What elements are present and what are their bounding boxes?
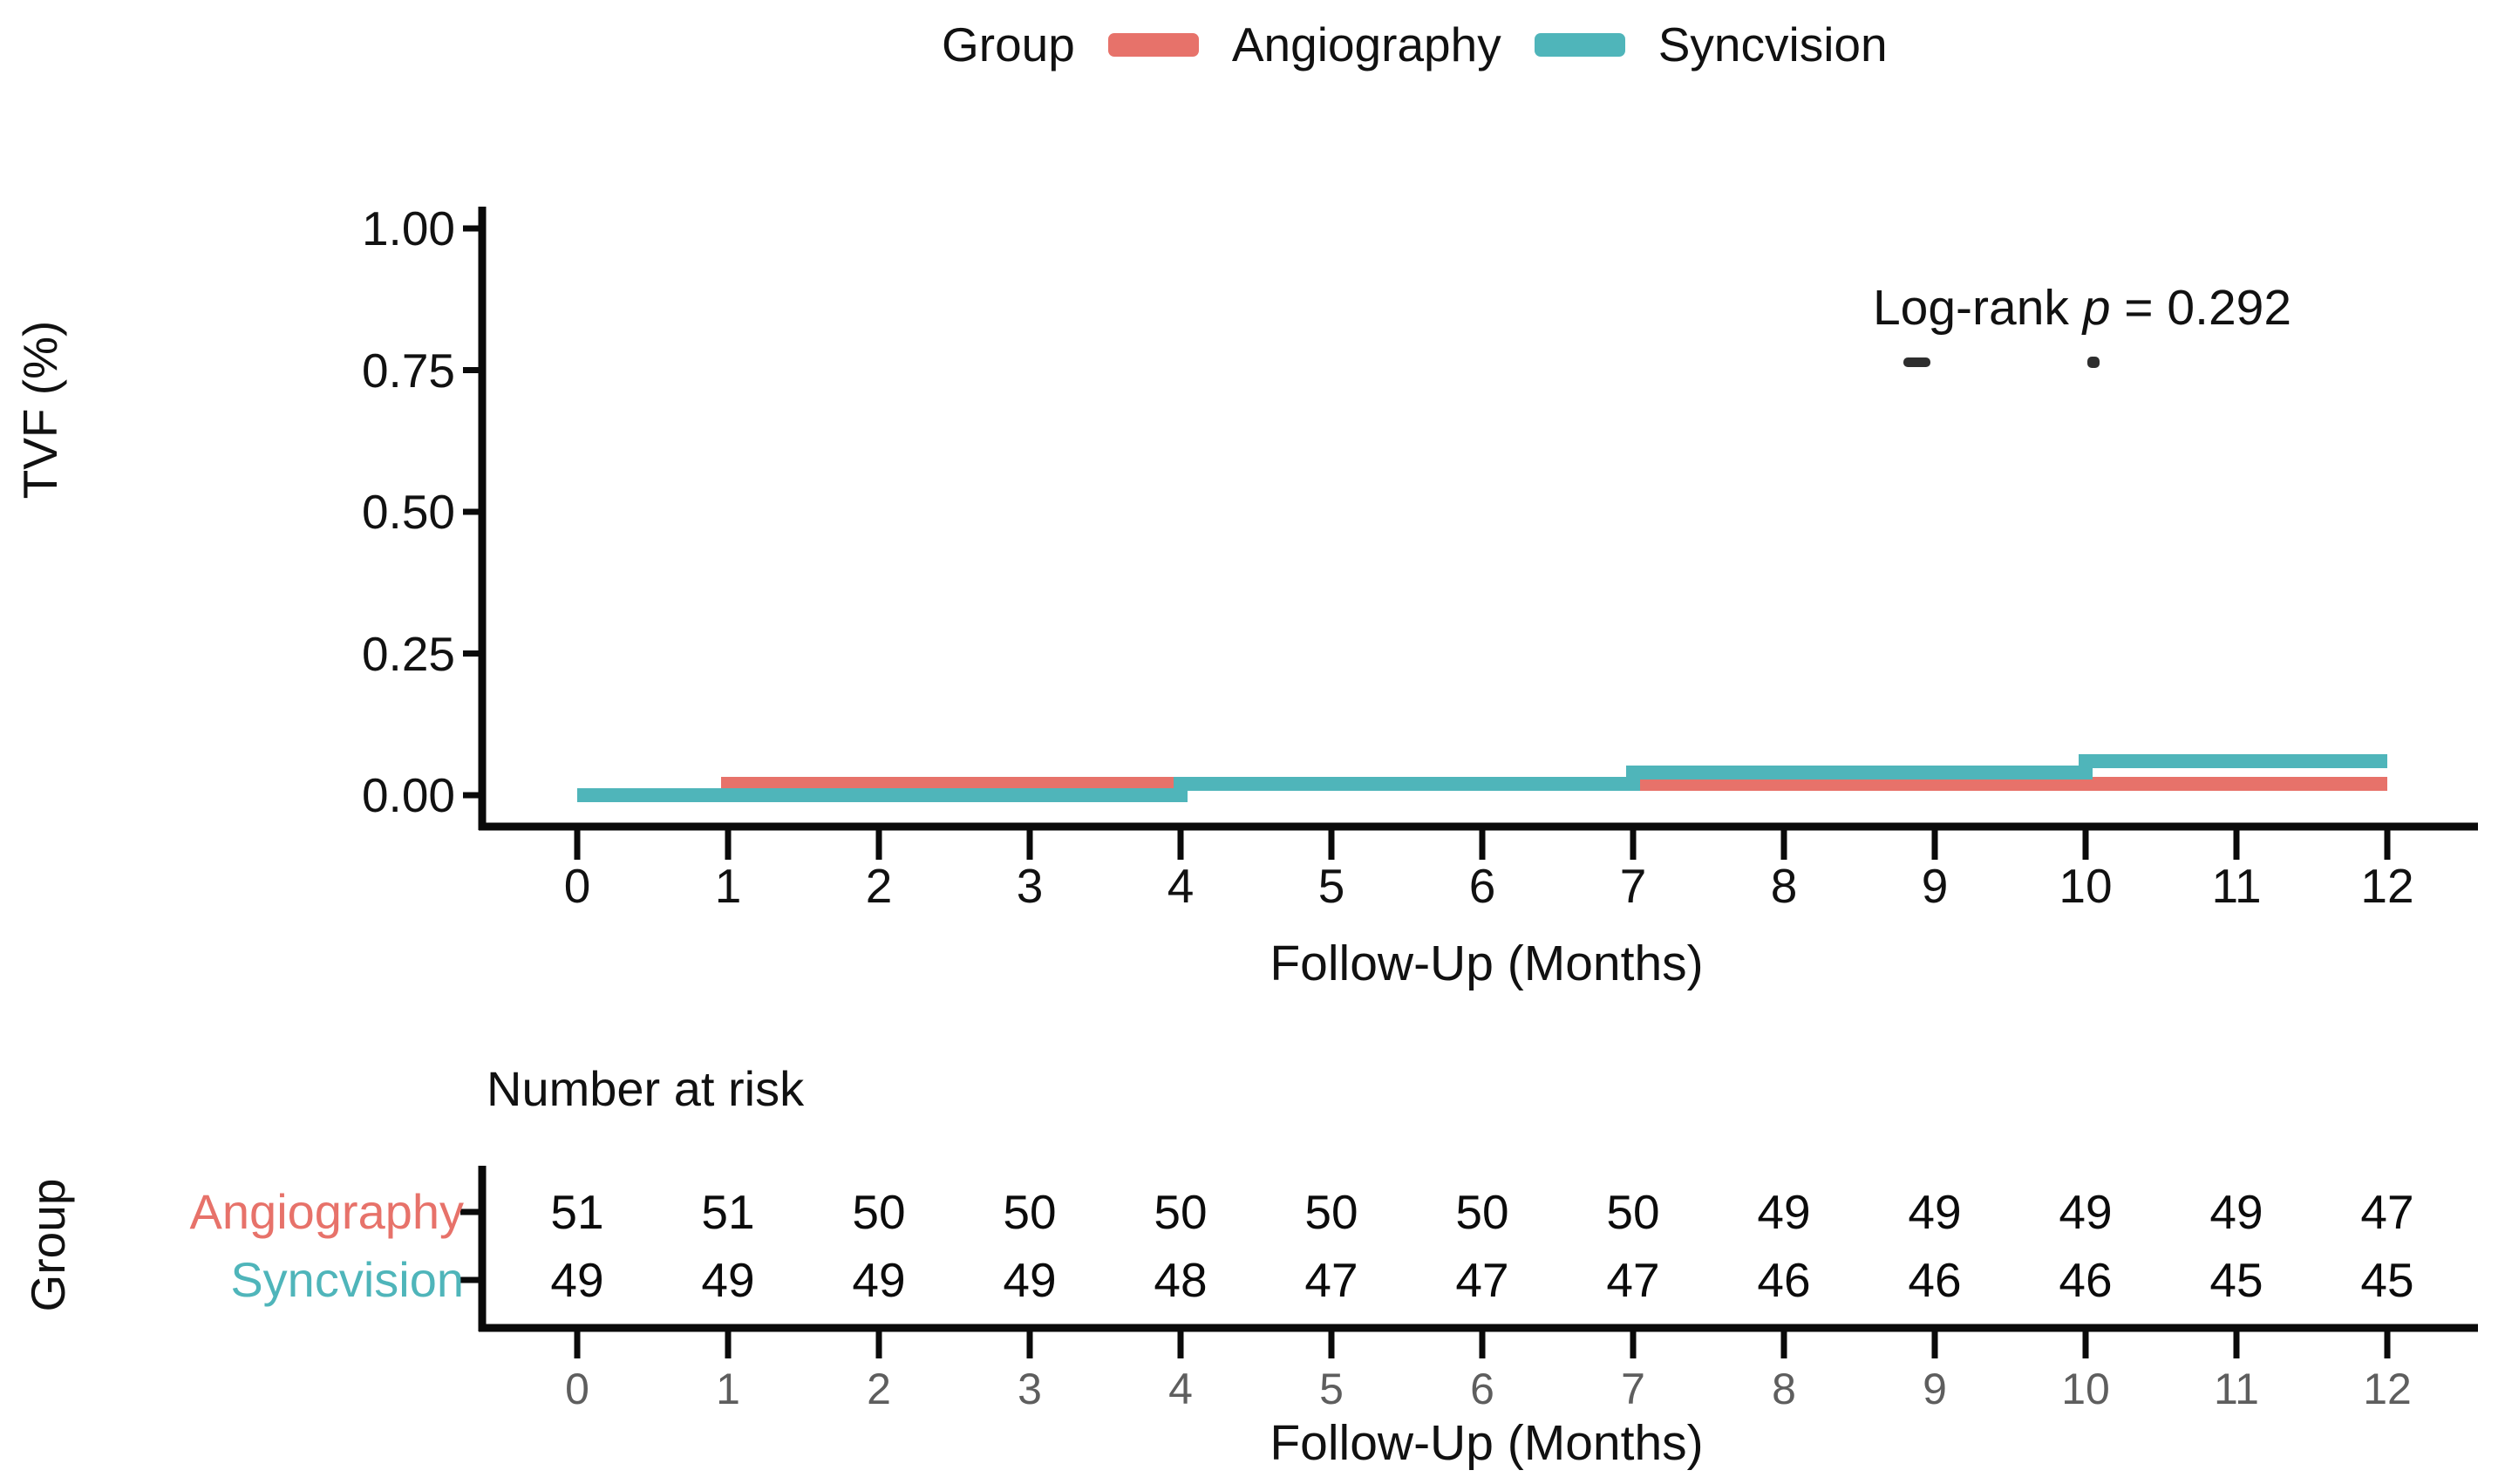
risk-x-tick-label: 9 xyxy=(1923,1365,1947,1413)
risk-count: 50 xyxy=(1455,1185,1509,1239)
legend-title: Group xyxy=(942,17,1075,71)
risk-count: 51 xyxy=(550,1185,604,1239)
x-tick-label: 11 xyxy=(2211,859,2262,913)
risk-table-group-axis-label: Group xyxy=(21,1178,75,1312)
risk-count: 46 xyxy=(2059,1253,2113,1307)
legend-label-angiography: Angiography xyxy=(1231,17,1501,71)
legend-swatch-syncvision xyxy=(1534,32,1625,57)
risk-count: 47 xyxy=(2360,1185,2414,1239)
legend-label-syncvision: Syncvision xyxy=(1658,17,1888,71)
main-x-tick-marks xyxy=(574,830,2391,860)
risk-count: 49 xyxy=(1003,1253,1057,1307)
x-tick-label: 4 xyxy=(1167,859,1195,913)
risk-x-tick-label: 10 xyxy=(2061,1365,2110,1413)
risk-count: 50 xyxy=(1304,1185,1358,1239)
x-tick-label: 12 xyxy=(2360,859,2414,913)
risk-count: 48 xyxy=(1154,1253,1208,1307)
x-tick-label: 9 xyxy=(1921,859,1949,913)
risk-table-x-tick-marks xyxy=(574,1331,2391,1358)
risk-x-tick-label: 1 xyxy=(716,1365,740,1413)
risk-count: 47 xyxy=(1304,1253,1358,1307)
x-tick-label: 10 xyxy=(2059,859,2113,913)
risk-x-tick-label: 12 xyxy=(2363,1365,2412,1413)
risk-x-tick-label: 2 xyxy=(867,1365,891,1413)
risk-count: 49 xyxy=(1757,1185,1811,1239)
risk-count: 49 xyxy=(1908,1185,1962,1239)
risk-count: 47 xyxy=(1455,1253,1509,1307)
risk-count: 46 xyxy=(1908,1253,1962,1307)
risk-count: 50 xyxy=(1003,1185,1057,1239)
risk-count: 51 xyxy=(701,1185,755,1239)
log-rank-p-symbol: p xyxy=(2082,280,2111,336)
risk-count: 47 xyxy=(1606,1253,1660,1307)
risk-count: 45 xyxy=(2360,1253,2414,1307)
risk-x-tick-label: 6 xyxy=(1470,1365,1494,1413)
risk-table-x-axis-title: Follow-Up (Months) xyxy=(1270,1415,1704,1471)
risk-row-label-syncvision: Syncvision xyxy=(230,1252,464,1307)
clipped-text-artifact xyxy=(1903,357,1930,367)
y-tick-label: 0.50 xyxy=(361,485,455,539)
risk-x-tick-label: 4 xyxy=(1168,1365,1193,1413)
x-tick-label: 3 xyxy=(1016,859,1044,913)
x-tick-label: 2 xyxy=(865,859,893,913)
risk-count: 46 xyxy=(1757,1253,1811,1307)
x-tick-label: 7 xyxy=(1619,859,1647,913)
log-rank-annotation: Log-rank p = 0.292 xyxy=(1786,279,2379,337)
risk-x-tick-label: 11 xyxy=(2214,1365,2259,1413)
y-tick-label: 0.00 xyxy=(361,768,455,822)
risk-x-tick-label: 8 xyxy=(1772,1365,1796,1413)
x-tick-label: 0 xyxy=(563,859,591,913)
risk-count: 50 xyxy=(852,1185,906,1239)
risk-count: 49 xyxy=(2059,1185,2113,1239)
y-tick-label: 1.00 xyxy=(361,201,455,255)
risk-count: 50 xyxy=(1606,1185,1660,1239)
legend: Group Angiography Syncvision xyxy=(942,14,1888,75)
risk-count: 49 xyxy=(2209,1185,2263,1239)
risk-count: 45 xyxy=(2209,1253,2263,1307)
x-tick-label: 5 xyxy=(1317,859,1345,913)
risk-x-tick-label: 7 xyxy=(1621,1365,1645,1413)
main-y-tick-marks xyxy=(463,225,486,799)
risk-table-title: Number at risk xyxy=(487,1061,805,1116)
legend-swatch-angiography xyxy=(1107,32,1199,57)
risk-row-label-angiography: Angiography xyxy=(189,1184,464,1239)
clipped-text-artifact xyxy=(2087,357,2100,368)
x-tick-label: 6 xyxy=(1468,859,1496,913)
x-tick-label: 8 xyxy=(1770,859,1798,913)
risk-x-tick-label: 0 xyxy=(565,1365,589,1413)
risk-count: 49 xyxy=(550,1253,604,1307)
risk-x-tick-label: 3 xyxy=(1018,1365,1042,1413)
km-step-curves xyxy=(577,754,2387,802)
y-tick-label: 0.25 xyxy=(361,626,455,681)
log-rank-value: = 0.292 xyxy=(2110,280,2292,336)
log-rank-prefix: Log-rank xyxy=(1872,280,2083,336)
risk-count: 50 xyxy=(1154,1185,1208,1239)
x-tick-label: 1 xyxy=(714,859,742,913)
km-curve-syncvision xyxy=(577,754,2387,802)
y-tick-label: 0.75 xyxy=(361,343,455,398)
risk-count: 49 xyxy=(852,1253,906,1307)
risk-x-tick-label: 5 xyxy=(1319,1365,1344,1413)
risk-count: 49 xyxy=(701,1253,755,1307)
x-axis-title: Follow-Up (Months) xyxy=(1270,936,1704,991)
